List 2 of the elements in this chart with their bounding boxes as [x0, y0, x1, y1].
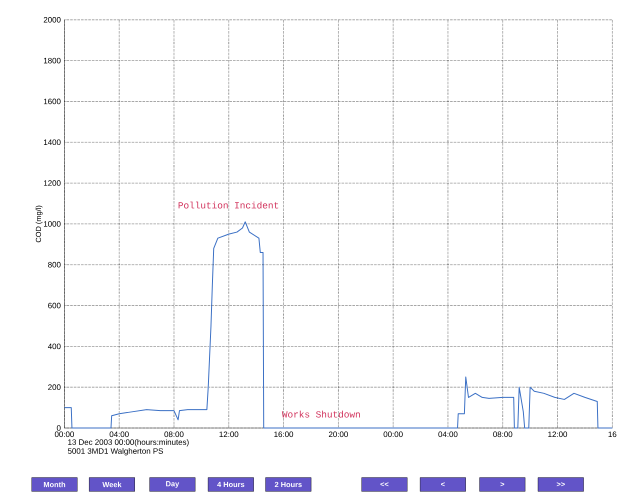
annotation: Pollution Incident — [178, 201, 278, 208]
annotation: Works Shutdown — [282, 410, 360, 418]
